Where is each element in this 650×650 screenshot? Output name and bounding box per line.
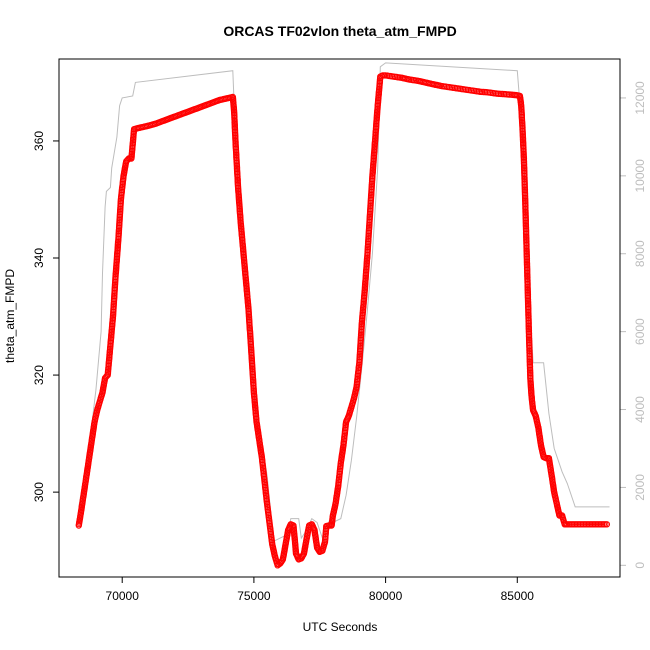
y-tick-label: 300: [32, 482, 46, 502]
axes: 70000 75000 80000 8500030032034036002000400…: [32, 81, 647, 603]
x-axis-label: UTC Seconds: [303, 620, 378, 634]
plot-frame: [58, 58, 621, 578]
x-tick-label: 75000: [237, 589, 271, 603]
y2-tick-label: 10000: [633, 159, 647, 193]
x-tick-label: 80000: [369, 589, 403, 603]
theta-series: [75, 72, 611, 569]
x-tick-label: 85000: [501, 589, 535, 603]
y-tick-label: 320: [32, 365, 46, 385]
y2-tick-label: 6000: [633, 318, 647, 345]
y2-tick-label: 12000: [633, 81, 647, 115]
y-axis-label: theta_atm_FMPD: [3, 269, 17, 363]
y-tick-label: 340: [32, 248, 46, 268]
x-tick-label: 70000: [106, 589, 140, 603]
y2-tick-label: 0: [633, 562, 647, 569]
y-tick-label: 360: [32, 131, 46, 151]
y2-tick-label: 4000: [633, 396, 647, 423]
y2-tick-label: 8000: [633, 240, 647, 267]
y2-tick-label: 2000: [633, 474, 647, 501]
chart-title: ORCAS TF02vlon theta_atm_FMPD: [223, 23, 456, 39]
theta-point: [603, 521, 611, 528]
